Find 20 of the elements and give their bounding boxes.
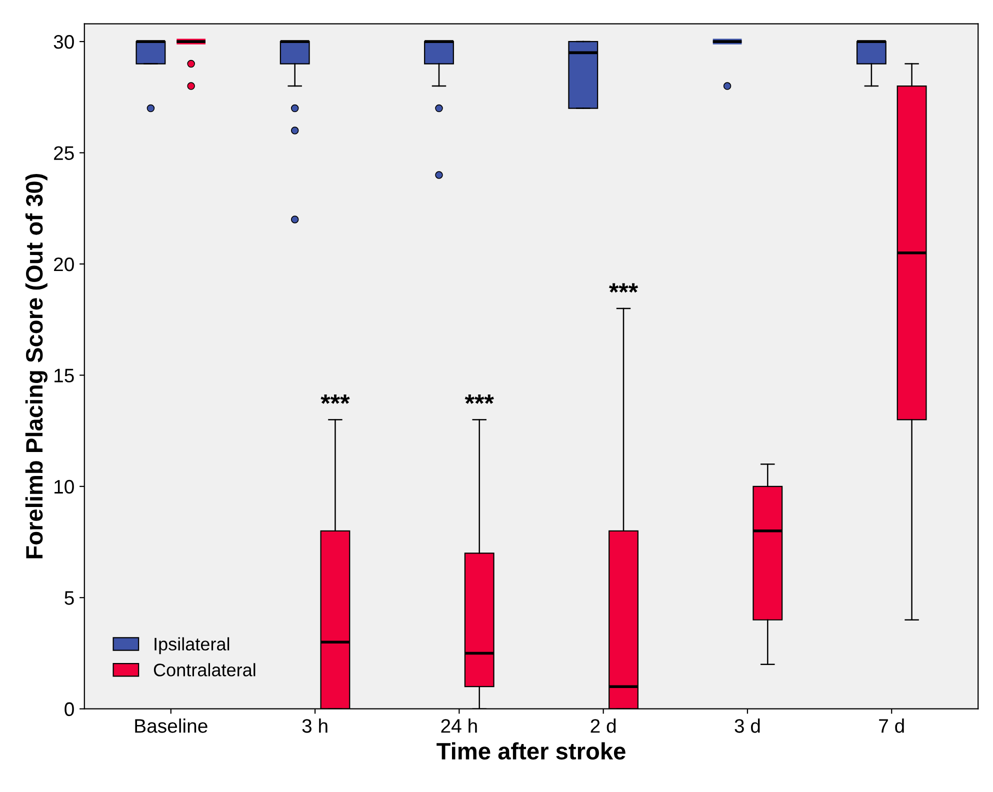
x-tick-label: 7 d (879, 718, 904, 733)
y-tick-label: 15 (54, 368, 74, 382)
annotation: *** (608, 283, 638, 293)
y-axis-title: Forelimb Placing Score (Out of 30) (25, 174, 48, 558)
x-axis-title: Time after stroke (436, 742, 626, 760)
x-tick-label: 3 h (302, 718, 328, 733)
legend-label: Contralateral (154, 663, 256, 676)
y-tick-label: 10 (54, 480, 74, 494)
x-tick-label: 24 h (441, 718, 477, 733)
x-tick-label: Baseline (135, 718, 208, 733)
x-tick-label: 3 d (734, 718, 760, 733)
annotation: *** (464, 394, 494, 404)
y-tick-label: 25 (54, 146, 74, 160)
legend-label: Ipsilateral (154, 637, 230, 654)
x-tick-label: 2 d (590, 718, 616, 733)
y-tick-label: 0 (64, 702, 74, 716)
y-tick-label: 20 (54, 257, 74, 272)
y-tick-label: 30 (54, 35, 74, 49)
annotation: *** (320, 394, 350, 404)
y-tick-label: 5 (64, 591, 74, 605)
